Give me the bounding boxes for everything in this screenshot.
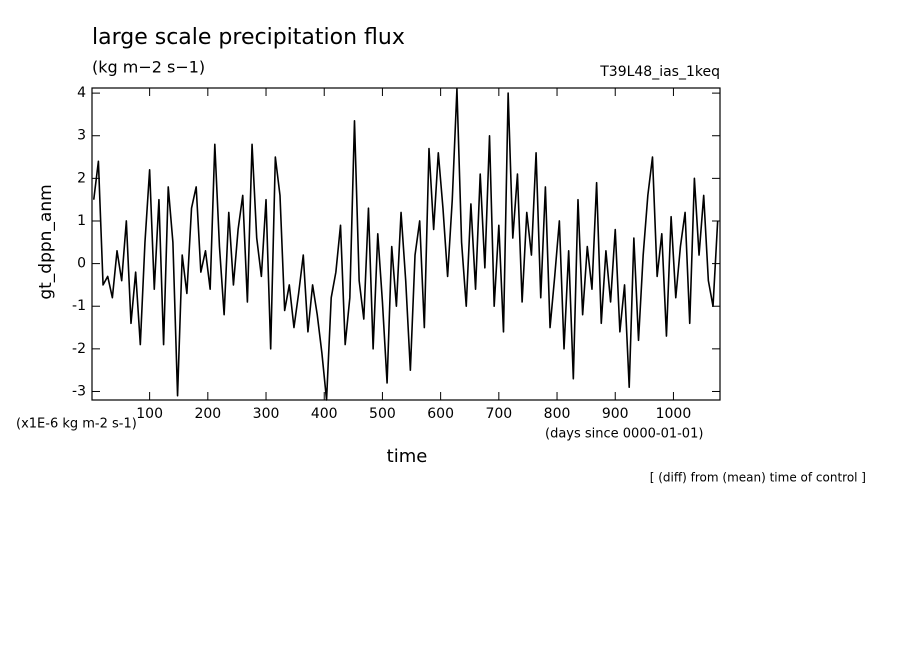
x-tick-label: 200: [194, 406, 221, 422]
y-tick-label: -3: [72, 383, 86, 399]
plot-frame: [91, 87, 721, 401]
y-tick-label: 0: [77, 256, 86, 272]
data-line: [92, 88, 719, 401]
y-tick-label: 1: [77, 213, 86, 229]
y-tick-label: -2: [72, 341, 86, 357]
chart-title: large scale precipitation flux: [92, 25, 405, 50]
y-tick-label: 4: [77, 85, 86, 101]
x-axis-label: time: [387, 446, 428, 467]
run-label: T39L48_ias_1keq: [599, 64, 720, 80]
x-tick-label: 500: [369, 406, 396, 422]
x-tick-label: 100: [136, 406, 163, 422]
chart-subtitle: (kg m−2 s−1): [92, 58, 205, 77]
x-tick-label: 300: [253, 406, 280, 422]
x-unit-label: (days since 0000-01-01): [545, 427, 703, 442]
y-tick-label: 3: [77, 128, 86, 144]
x-tick-label: 800: [544, 406, 571, 422]
y-unit-label: (x1E-6 kg m-2 s-1): [16, 417, 137, 432]
y-tick-label: -1: [72, 298, 86, 314]
x-tick-label: 900: [602, 406, 629, 422]
note: [ (diff) from (mean) time of control ]: [650, 471, 866, 485]
x-tick-label: 600: [427, 406, 454, 422]
x-tick-label: 1000: [656, 406, 692, 422]
y-tick-label: 2: [77, 170, 86, 186]
y-axis-label: gt_dppn_anm: [36, 184, 56, 299]
x-tick-label: 400: [311, 406, 338, 422]
x-tick-label: 700: [485, 406, 512, 422]
